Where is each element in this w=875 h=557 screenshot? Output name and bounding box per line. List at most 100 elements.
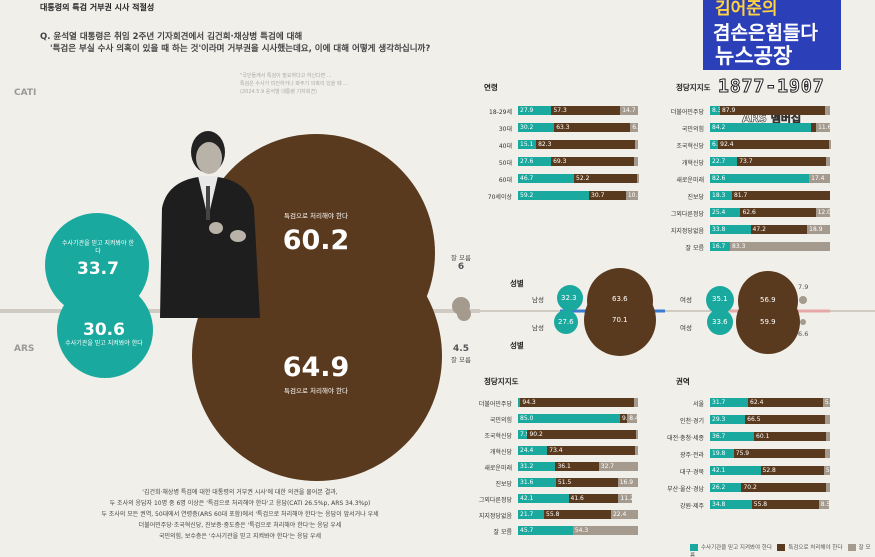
stacked-bar: 33.8 47.2 18.9 <box>710 225 830 234</box>
bar-segment <box>634 140 638 149</box>
cati-party-title: 정당지지도 <box>676 83 711 92</box>
stacked-bar: 36.7 60.1 <box>710 432 830 441</box>
bar-segment: 34.8 <box>710 500 752 509</box>
quote-block: "국민들께서 특검이 필요하다고 하신다면 ... 특검은 수사가 미진하거나 … <box>240 72 440 96</box>
cati-trust-label: 수사기관을 믿고 지켜봐야 한다 33.7 <box>60 240 136 279</box>
stacked-bar: 16.7 83.3 <box>710 242 830 251</box>
bar-category-label: 더불어민주당 <box>478 401 512 408</box>
bar-segment: 81.7 <box>731 191 830 200</box>
stacked-bar: 19.8 75.9 <box>710 449 830 458</box>
bar-segment <box>633 398 638 407</box>
bar-segment: 62.6 <box>740 208 816 217</box>
bar-category-label: 대전·충청·세종 <box>667 435 704 442</box>
ars-special-value: 64.9 <box>282 352 350 383</box>
bar-category-label: 새로운미래 <box>484 465 512 472</box>
stacked-bar: 21.7 55.8 22.4 <box>518 510 638 519</box>
summary-line: 두 조사의 모든 권역, 50대에서 연령층(ARS 60대 포함)에서 '특검… <box>101 511 379 518</box>
bar-segment: 52.8 <box>760 466 824 475</box>
bar-segment: 18.3 <box>710 191 732 200</box>
bar-category-label: 조국혁신당 <box>676 143 704 150</box>
bar-segment <box>825 157 830 166</box>
bar-segment <box>635 430 638 439</box>
quote-line: (2024.5.9 윤석열 대통령 기자회견) <box>240 89 317 95</box>
female-cati-dontknow-bubble <box>799 296 807 304</box>
stacked-bar: 46.7 52.2 <box>518 174 639 183</box>
ars-membership-label: ARS 멤버십 <box>742 112 802 126</box>
bar-segment: 26.2 <box>710 483 742 492</box>
bar-category-label: 국민의힘 <box>489 417 512 424</box>
bar-segment: 54.3 <box>572 526 638 535</box>
question-line-2: '특검은 부실 수사 의혹이 있을 때 하는 것'이라며 거부권을 시사했는데요… <box>50 44 431 54</box>
female-ars-dontknow-value: 6.6 <box>798 330 809 338</box>
bar-category-label: 지지정당없음 <box>478 513 512 520</box>
female-ars-special-value: 59.9 <box>760 318 776 326</box>
male-ars-special-bubble <box>584 284 656 356</box>
bar-segment: 27.9 <box>518 106 552 115</box>
bar-segment: 15.1 <box>518 140 537 149</box>
bar-segment: 52.2 <box>574 174 637 183</box>
ars-dontknow-bubble <box>457 307 471 321</box>
cati-side-label: CATI <box>14 88 37 98</box>
bar-segment: 29.3 <box>710 415 746 424</box>
bar-segment <box>811 123 817 132</box>
female-cati-dontknow-value: 7.9 <box>798 283 809 291</box>
bar-segment: 41.6 <box>568 494 619 503</box>
bar-segment <box>825 483 830 492</box>
ars-region-title: 권역 <box>676 377 690 386</box>
summary-line: 두 조사의 응답자 10명 중 6명 이상은 '특검으로 처리해야 한다'고 응… <box>109 500 371 507</box>
bar-segment <box>518 398 521 407</box>
bar-category-label: 진보당 <box>495 481 512 488</box>
bar-segment: 16.9 <box>617 478 638 487</box>
bar-segment: 21.7 <box>518 510 545 519</box>
bar-segment: 51.5 <box>555 478 618 487</box>
female-ars-special-bubble <box>736 290 800 354</box>
bar-segment: 46.7 <box>518 174 575 183</box>
chart-legend: 수사기관을 믿고 지켜봐야 한다 특검으로 처리해야 한다 잘 모름 <box>690 543 875 557</box>
stacked-bar: 26.2 70.2 <box>710 483 830 492</box>
bar-segment: 30.2 <box>518 123 555 132</box>
bar-segment: 32.7 <box>598 462 638 471</box>
female-cati-trust-value: 35.1 <box>712 295 728 303</box>
bar-segment <box>826 432 830 441</box>
bar-segment: 33.8 <box>710 225 751 234</box>
bar-category-label: 50대 <box>498 160 512 167</box>
ars-trust-caption: 수사기관을 믿고 지켜봐야 한다 <box>65 340 143 347</box>
bar-category-label: 강원·제주 <box>680 503 704 510</box>
legend-item-trust: 수사기관을 믿고 지켜봐야 한다 <box>690 544 772 551</box>
stacked-bar: 22.7 73.7 <box>710 157 830 166</box>
bar-category-label: 인천·경기 <box>680 418 704 425</box>
stacked-bar: 85.09.68.4 <box>518 414 638 423</box>
bar-segment: 94.3 <box>520 398 634 407</box>
bar-segment: 25.4 <box>710 208 741 217</box>
cati-dontknow-value: 6 <box>457 262 465 272</box>
bar-segment: 27.6 <box>518 157 552 166</box>
bar-segment <box>825 106 830 115</box>
male-ars-special-value: 70.1 <box>612 316 628 324</box>
president-figure-icon <box>160 131 260 318</box>
bar-segment: 90.2 <box>527 430 636 439</box>
bar-segment: 92.4 <box>718 140 830 149</box>
stacked-bar: 34.8 55.8 8.5 <box>710 500 829 509</box>
cati-dontknow-label: 잘 모름 6 <box>446 252 476 272</box>
cati-party-bars: 더불어민주당 8.387.9 국민의힘 84.2 11.6 조국혁신당 6.892.4 개혁신… <box>644 106 834 256</box>
bar-segment: 31.7 <box>710 398 749 407</box>
female-ars-dontknow-bubble <box>800 319 806 325</box>
bar-segment: 87.9 <box>719 106 826 115</box>
bar-category-label: 잘 모름 <box>685 245 704 252</box>
quote-line: "국민들께서 특검이 필요하다고 하신다면 ... <box>240 73 332 79</box>
bar-segment: 69.3 <box>551 157 635 166</box>
stacked-bar: 7.990.2 <box>518 430 638 439</box>
bar-category-label: 국민의힘 <box>681 126 704 133</box>
bar-segment: 47.2 <box>750 225 808 234</box>
bar-segment <box>636 174 639 183</box>
stacked-bar: 24.4 73.4 <box>518 446 638 455</box>
stacked-bar: 31.6 51.5 16.9 <box>518 478 638 487</box>
bar-segment: 63.3 <box>554 123 631 132</box>
bar-segment: 82.6 <box>710 174 810 183</box>
bar-segment: 30.7 <box>589 191 626 200</box>
stacked-bar: 27.9 57.3 14.7 <box>518 106 638 115</box>
bar-category-label: 서울 <box>692 401 704 408</box>
male-label-ars: 남성 <box>532 324 544 332</box>
bar-segment: 31.2 <box>518 462 556 471</box>
male-cati-trust-value: 32.3 <box>561 294 577 302</box>
